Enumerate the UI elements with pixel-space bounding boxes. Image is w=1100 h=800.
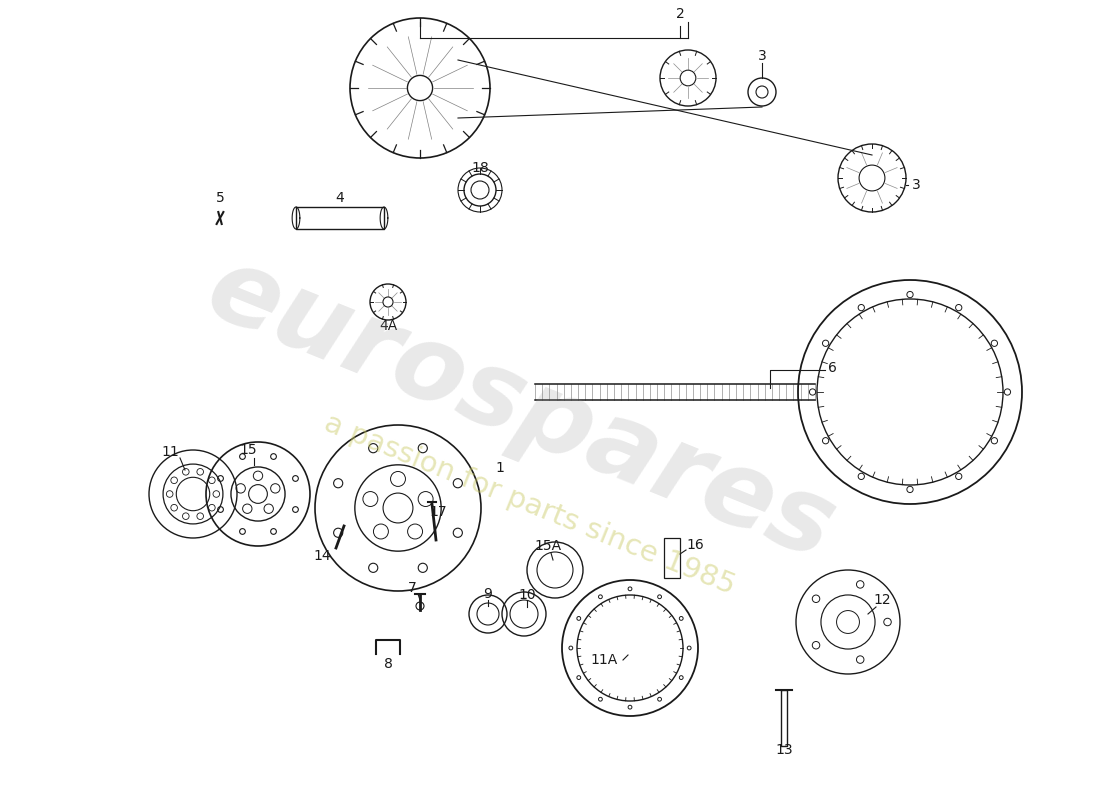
Text: 3: 3: [912, 178, 921, 192]
Text: 5: 5: [216, 191, 224, 205]
Text: 3: 3: [758, 49, 767, 63]
Text: 10: 10: [518, 588, 536, 602]
Text: 18: 18: [471, 161, 488, 175]
Text: 4A: 4A: [378, 319, 397, 333]
Bar: [664, 538, 680, 578]
Text: 8: 8: [384, 657, 393, 671]
Text: 1: 1: [496, 461, 505, 475]
Text: 15: 15: [239, 443, 256, 457]
Text: 11: 11: [161, 445, 179, 459]
Text: 12: 12: [873, 593, 891, 607]
Text: 16: 16: [686, 538, 704, 552]
Text: eurospares: eurospares: [191, 238, 848, 582]
Text: 9: 9: [484, 587, 493, 601]
Text: 4: 4: [336, 191, 344, 205]
Text: 7: 7: [408, 581, 417, 595]
Text: 6: 6: [827, 361, 836, 375]
Text: a passion for parts since 1985: a passion for parts since 1985: [320, 410, 739, 601]
Text: 2: 2: [675, 7, 684, 21]
Text: 15A: 15A: [535, 539, 562, 553]
Text: 14: 14: [314, 549, 331, 563]
Text: 11A: 11A: [591, 653, 618, 667]
Text: 17: 17: [429, 505, 447, 519]
Text: 13: 13: [776, 743, 793, 757]
